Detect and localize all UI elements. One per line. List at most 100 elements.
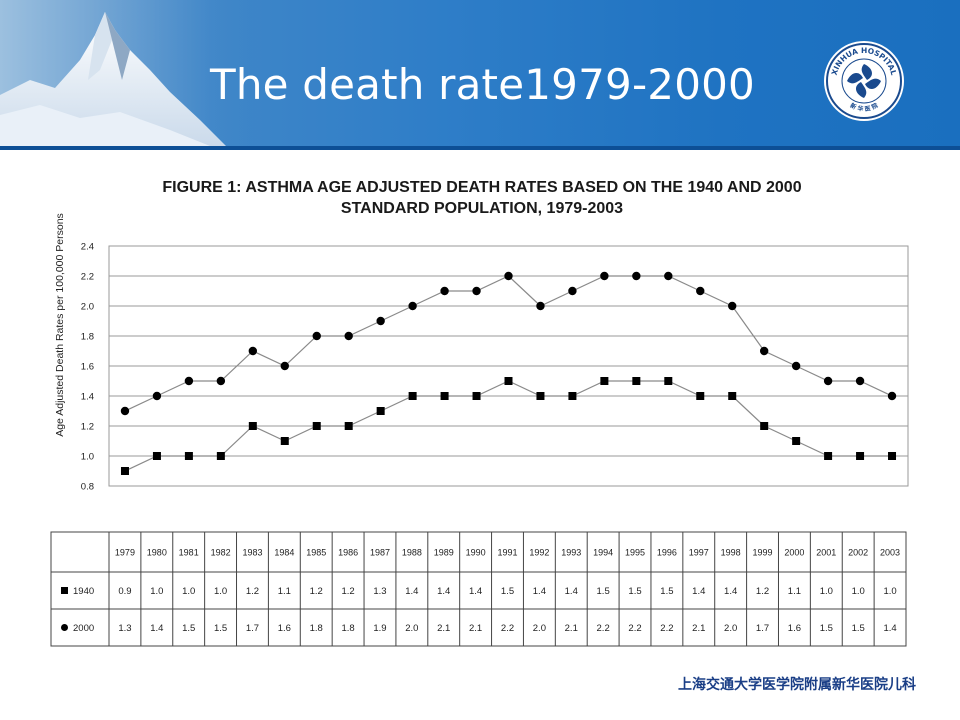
data-point-2000	[344, 331, 353, 341]
data-point-2000	[696, 286, 705, 296]
table-cell: 1.4	[565, 586, 578, 597]
data-point-1940	[440, 392, 449, 400]
data-point-2000	[791, 361, 801, 371]
table-header-year: 1986	[338, 548, 358, 558]
table-cell: 0.9	[118, 586, 131, 597]
data-point-2000	[887, 391, 897, 401]
slide-title: The death rate1979-2000	[210, 60, 755, 109]
data-point-1940	[280, 437, 289, 445]
table-header-year: 2003	[880, 548, 900, 558]
table-cell: 1.0	[852, 586, 865, 597]
data-point-1940	[312, 422, 321, 430]
data-point-2000	[280, 361, 289, 371]
table-cell: 2.0	[724, 623, 737, 634]
data-point-1940	[120, 467, 129, 475]
table-cell: 1.0	[883, 586, 896, 597]
table-header-year: 1993	[561, 548, 581, 558]
data-point-1940	[184, 452, 193, 460]
table-cell: 1.8	[341, 623, 354, 634]
footer-text: 上海交通大学医学院附属新华医院儿科	[678, 677, 916, 693]
table-header-year: 1997	[689, 548, 709, 558]
chart-title: FIGURE 1: ASTHMA AGE ADJUSTED DEATH RATE…	[162, 179, 801, 196]
data-point-1940	[472, 392, 481, 400]
table-header-year: 1980	[147, 548, 167, 558]
plot-area: 2.4 2.2 2.0 1.8 1.6 1.4 1.2 1.0 0.8	[81, 242, 909, 493]
table-cell: 1.3	[373, 586, 386, 597]
y-tick-label: 1.4	[81, 392, 94, 403]
table-cell: 2.2	[660, 623, 673, 634]
table-header-year: 1994	[593, 548, 613, 558]
table-cell: 1.5	[597, 586, 610, 597]
table-header-year: 1992	[529, 548, 549, 558]
chart-figure: FIGURE 1: ASTHMA AGE ADJUSTED DEATH RATE…	[50, 179, 909, 647]
table-cell: 1.5	[660, 586, 673, 597]
table-cell: 2.1	[469, 623, 482, 634]
table-cell: 1.6	[788, 623, 801, 634]
data-point-1940	[504, 377, 513, 385]
table-cell: 1.2	[246, 586, 259, 597]
legend-marker-circle	[61, 624, 68, 631]
table-cell: 1.0	[214, 586, 227, 597]
legend-marker-square	[61, 587, 68, 594]
y-tick-label: 1.8	[81, 332, 94, 343]
data-point-1940	[536, 392, 545, 400]
table-header-year: 2001	[816, 548, 836, 558]
table-cell: 1.4	[724, 586, 737, 597]
y-tick-label: 1.2	[81, 422, 94, 433]
table-header-year: 1985	[306, 548, 326, 558]
table-header-year: 1987	[370, 548, 390, 558]
table-header-year: 1998	[721, 548, 741, 558]
table-cell: 2.0	[405, 623, 418, 634]
table-cell: 1.0	[182, 586, 195, 597]
table-header-year: 1982	[211, 548, 231, 558]
table-cell: 2.2	[501, 623, 514, 634]
data-point-1940	[152, 452, 161, 460]
data-point-2000	[184, 376, 194, 386]
y-axis-label: Age Adjusted Death Rates per 100,000 Per…	[54, 213, 66, 437]
table-cell: 1.5	[820, 623, 833, 634]
table-row-label: 1940	[73, 586, 94, 597]
table-cell: 1.5	[852, 623, 865, 634]
table-cell: 2.2	[628, 623, 641, 634]
data-point-1940	[632, 377, 641, 385]
data-point-2000	[855, 376, 865, 386]
data-point-2000	[600, 271, 609, 281]
data-point-1940	[248, 422, 257, 430]
data-point-1940	[760, 422, 769, 430]
table-cell: 2.1	[565, 623, 578, 634]
table-cell: 1.2	[341, 586, 354, 597]
data-point-1940	[728, 392, 737, 400]
chart-subtitle: STANDARD POPULATION, 1979-2003	[341, 200, 623, 217]
table-cell: 2.1	[692, 623, 705, 634]
table-cell: 1.7	[246, 623, 259, 634]
table-cell: 1.4	[150, 623, 163, 634]
banner-divider	[0, 146, 960, 150]
table-cell: 2.1	[437, 623, 450, 634]
table-cell: 2.0	[533, 623, 546, 634]
data-point-2000	[312, 331, 321, 341]
data-point-1940	[664, 377, 673, 385]
data-point-2000	[152, 391, 162, 401]
data-point-1940	[376, 407, 385, 415]
table-header-year: 1995	[625, 548, 645, 558]
table-header-year: 1989	[434, 548, 454, 558]
data-point-1940	[696, 392, 705, 400]
data-point-2000	[408, 301, 417, 311]
y-tick-label: 0.8	[81, 482, 94, 493]
table-cell: 1.3	[118, 623, 131, 634]
data-point-2000	[504, 271, 513, 281]
table-cell: 1.4	[692, 586, 705, 597]
data-point-2000	[632, 271, 641, 281]
table-cell: 1.5	[501, 586, 514, 597]
data-point-2000	[759, 346, 769, 356]
table-row-label: 2000	[73, 623, 94, 634]
data-point-1940	[888, 452, 897, 460]
y-tick-label: 2.4	[81, 242, 94, 253]
table-header-year: 1991	[497, 548, 517, 558]
table-header-year: 1984	[274, 548, 294, 558]
data-point-1940	[600, 377, 609, 385]
table-header-year: 1979	[115, 548, 135, 558]
table-cell: 1.4	[469, 586, 482, 597]
data-point-2000	[216, 376, 226, 386]
table-header-year: 1990	[466, 548, 486, 558]
